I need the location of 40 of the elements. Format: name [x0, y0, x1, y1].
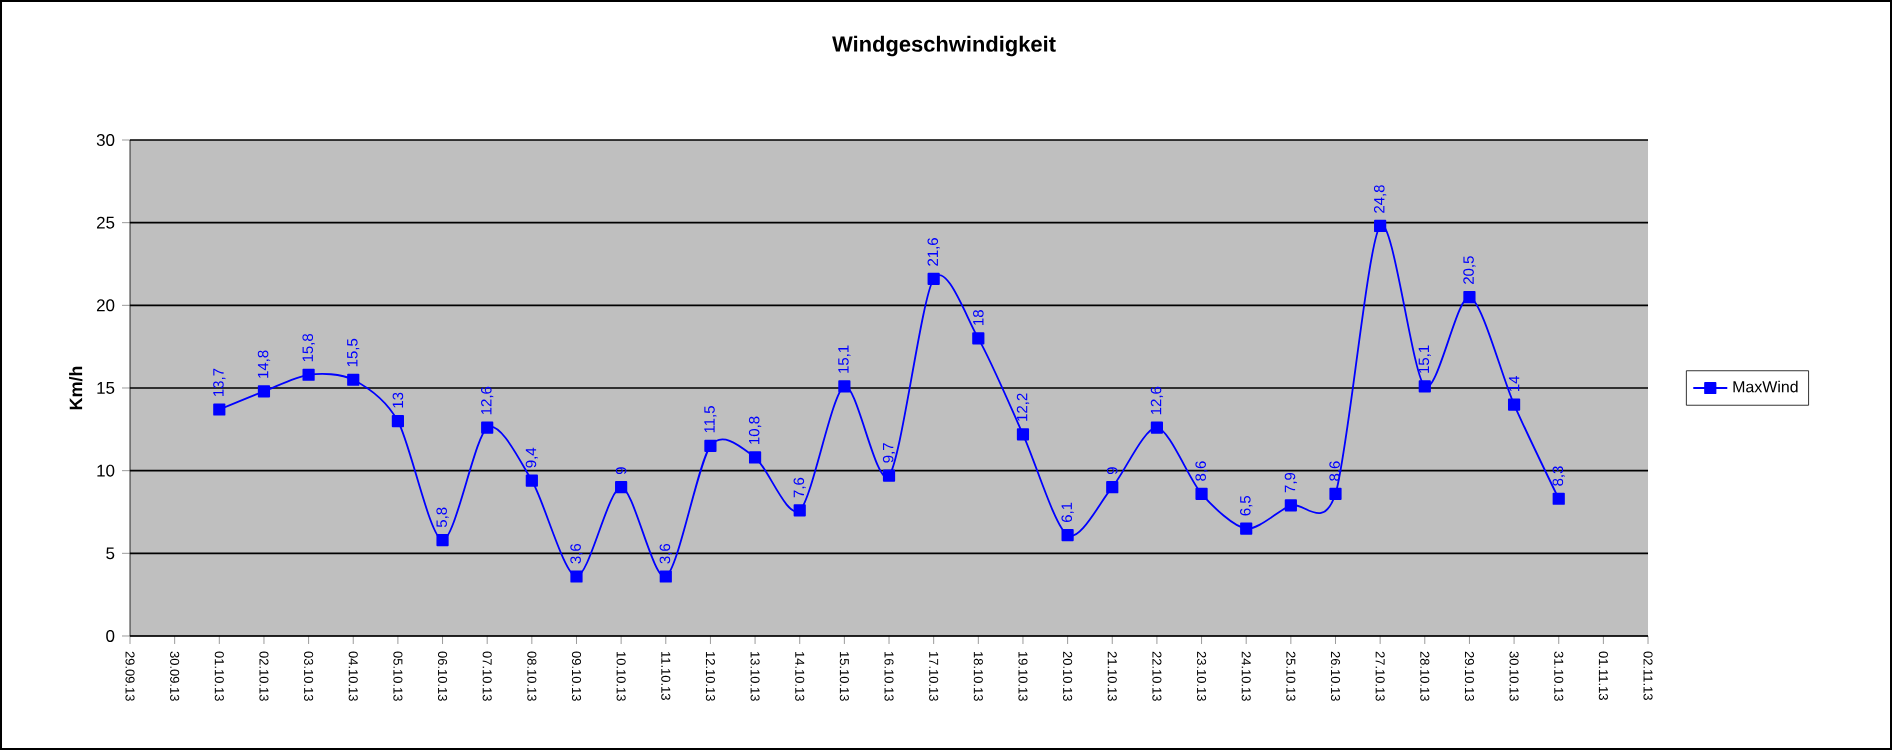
chart-title: Windgeschwindigkeit	[832, 35, 1056, 57]
y-tick-label: 15	[97, 382, 115, 394]
y-tick-label: 10	[97, 464, 115, 477]
point	[793, 504, 806, 517]
y-tick-label: 5	[106, 547, 115, 560]
y-tick-label: 30	[96, 134, 115, 146]
point	[525, 474, 538, 487]
y-tick-label: 25	[96, 216, 115, 229]
point	[391, 414, 404, 428]
point	[748, 451, 762, 464]
point	[615, 481, 628, 494]
point	[972, 332, 985, 345]
point	[1016, 428, 1030, 441]
point	[1374, 219, 1387, 233]
point	[1418, 380, 1431, 393]
point	[213, 403, 226, 416]
y-axis-title: Km/h	[69, 366, 83, 410]
point	[838, 380, 851, 393]
point	[1195, 487, 1208, 500]
point	[1150, 421, 1163, 434]
y-tick-label: 20	[96, 299, 115, 312]
point	[481, 421, 494, 434]
point	[302, 368, 315, 381]
point	[436, 534, 449, 547]
point	[1106, 481, 1119, 494]
point	[1284, 499, 1297, 512]
point	[927, 272, 940, 285]
point	[570, 570, 583, 583]
point	[257, 385, 271, 398]
y-tick-label: 0	[106, 630, 115, 642]
point	[1061, 529, 1074, 542]
point	[882, 469, 896, 482]
point	[347, 373, 360, 386]
point	[1329, 487, 1342, 500]
point	[659, 570, 672, 583]
point	[1463, 290, 1476, 304]
point	[1240, 522, 1253, 535]
point	[704, 439, 717, 452]
point	[1507, 398, 1521, 411]
point	[1552, 492, 1565, 505]
